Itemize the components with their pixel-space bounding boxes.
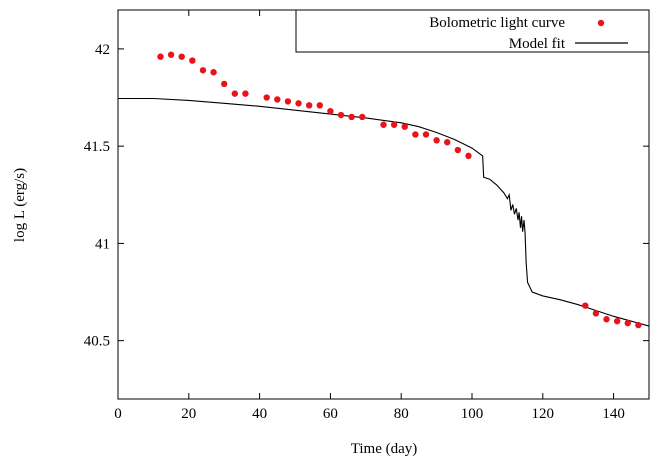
data-point: [167, 51, 175, 58]
data-point: [263, 94, 270, 101]
plot-area: [117, 9, 650, 400]
data-point: [327, 107, 334, 115]
data-point: [454, 146, 462, 154]
y-tick-label: 40.5: [84, 334, 110, 350]
legend-marker-bolometric: [597, 19, 605, 27]
data-point: [412, 131, 419, 138]
data-point: [337, 111, 345, 119]
data-point: [274, 96, 281, 103]
x-axis-label: Time (day): [351, 441, 418, 457]
x-tick-label: 0: [114, 406, 122, 422]
data-point: [178, 53, 185, 60]
data-point: [433, 137, 440, 144]
data-point: [221, 80, 228, 88]
data-point: [199, 67, 207, 74]
x-tick-label: 60: [323, 406, 338, 422]
data-point: [422, 131, 430, 138]
model-fit-series: [118, 97, 650, 327]
data-point: [582, 302, 589, 309]
data-point: [592, 310, 600, 317]
y-tick-label: 41.5: [84, 139, 110, 155]
y-tick-label: 41: [95, 236, 110, 252]
y-tick-label: 42: [95, 42, 110, 58]
plot-frame: [117, 9, 650, 400]
data-point: [316, 102, 323, 109]
data-point: [189, 57, 196, 64]
data-point: [295, 100, 302, 107]
model-fit-line: [118, 97, 650, 327]
legend-label-bolometric: Bolometric light curve: [429, 15, 565, 31]
x-tick-label: 120: [532, 406, 555, 422]
y-axis-ticks: 40.5 41 41.5 42: [84, 42, 649, 350]
x-tick-label: 40: [252, 406, 267, 422]
data-point: [635, 321, 642, 329]
data-point: [284, 98, 292, 105]
x-tick-label: 100: [461, 406, 484, 422]
data-point: [305, 102, 313, 109]
data-point: [390, 121, 398, 128]
data-point: [242, 90, 249, 97]
x-tick-label: 20: [181, 406, 196, 422]
legend-label-model: Model fit: [509, 36, 566, 52]
x-tick-label: 80: [394, 406, 409, 422]
data-point: [444, 139, 451, 146]
x-axis-ticks: 0 20 40 60 80 100 120 140: [114, 10, 625, 422]
data-point: [231, 90, 239, 97]
legend: Bolometric light curve Model fit: [295, 9, 650, 53]
data-point: [401, 123, 408, 130]
legend-box: [295, 9, 650, 53]
data-point: [210, 69, 217, 76]
data-point: [157, 53, 164, 60]
data-point: [380, 121, 387, 128]
y-axis-label: log L (erg/s): [12, 168, 28, 242]
data-point: [348, 113, 355, 121]
data-point: [465, 152, 472, 160]
data-point: [359, 113, 366, 121]
x-tick-label: 140: [602, 406, 625, 422]
data-point: [624, 319, 631, 327]
data-point: [613, 318, 621, 325]
data-point: [603, 316, 610, 323]
bolometric-series: [157, 51, 642, 329]
